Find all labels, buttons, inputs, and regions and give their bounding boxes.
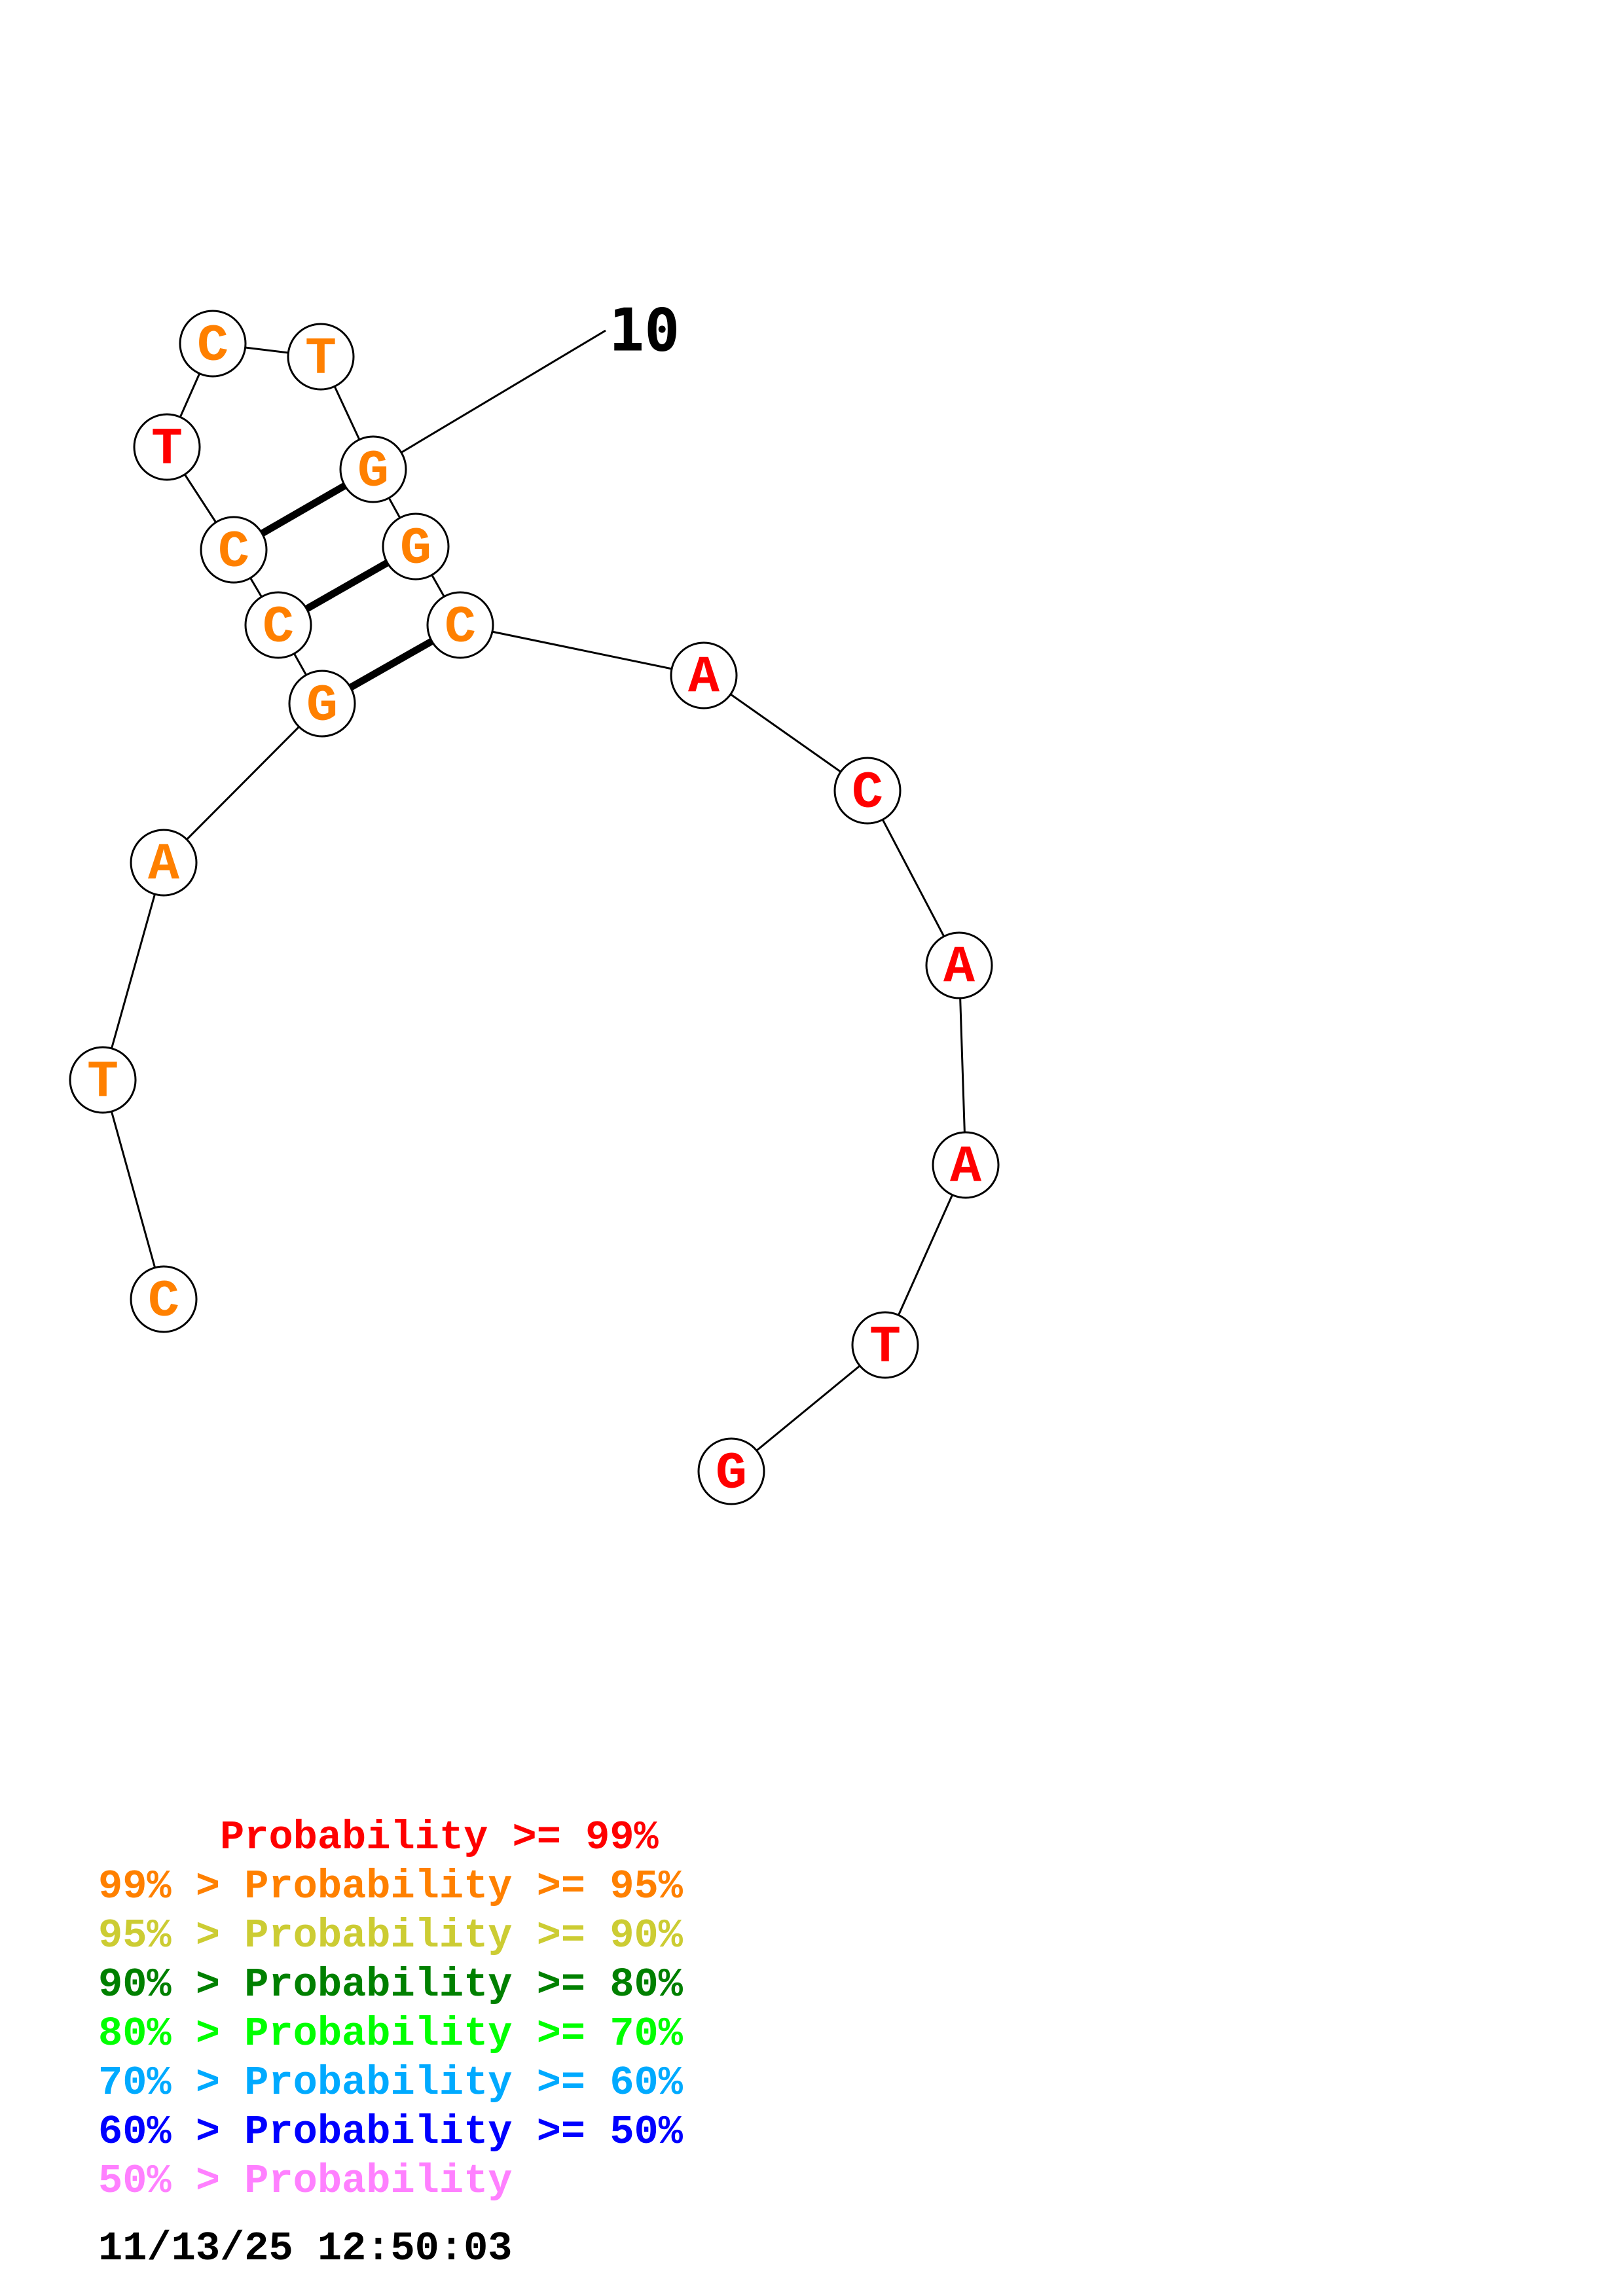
nucleotide-node: T [133, 413, 201, 481]
timestamp: 11/13/25 12:50:03 [98, 2225, 513, 2272]
nucleotide-circle [130, 1265, 198, 1333]
nucleotide-letter: T [869, 1318, 901, 1378]
nucleotide-node: T [851, 1311, 919, 1379]
nucleotide-node: A [925, 931, 993, 999]
nucleotide-letter: C [148, 1272, 179, 1332]
nucleotide-letter: G [306, 677, 338, 736]
nucleotide-circle [932, 1131, 1000, 1199]
nucleotide-node: C [200, 516, 268, 584]
numbering-layer: 10 [373, 296, 680, 471]
nucleotide-node: A [670, 641, 738, 709]
nucleotide-circle [244, 591, 312, 659]
nucleotide-letter: G [357, 442, 389, 502]
nucleotide-node: C [833, 757, 902, 825]
nucleotide-letter: T [151, 420, 183, 480]
nucleotide-node: T [69, 1046, 137, 1114]
nucleotide-letter: A [688, 649, 720, 708]
nucleotide-node: C [130, 1265, 198, 1333]
nucleotide-node: C [179, 310, 247, 378]
nucleotide-letter: T [87, 1053, 119, 1113]
legend-entry: Probability >= 99% [98, 1814, 659, 1861]
legend-entry: 99% > Probability >= 95% [98, 1863, 683, 1910]
legend-entry: 95% > Probability >= 90% [98, 1912, 683, 1959]
probability-legend: Probability >= 99% 99% > Probability >= 9… [98, 1813, 683, 2206]
nucleotide-node: C [426, 591, 494, 659]
nucleotide-letter: C [263, 598, 294, 658]
nucleotide-letter: G [716, 1444, 747, 1504]
nucleotide-letter: A [943, 939, 976, 998]
nucleotide-circle [288, 670, 356, 738]
backbone-segment [460, 624, 704, 677]
nucleotide-letter: C [852, 764, 883, 823]
backbone-segment [101, 1079, 165, 1300]
nucleotide-circle [697, 1437, 765, 1505]
nucleotide-node: A [130, 829, 198, 897]
legend-entry: 80% > Probability >= 70% [98, 2011, 683, 2057]
nucleotide-node: G [382, 512, 450, 581]
base-pair-layer [232, 466, 462, 707]
legend-entry: 70% > Probability >= 60% [98, 2060, 683, 2106]
nucleotide-circle [69, 1046, 137, 1114]
nucleotide-letter: A [148, 836, 180, 895]
backbone-layer [101, 342, 967, 1473]
nucleotide-circle [670, 641, 738, 709]
legend-entry: 90% > Probability >= 80% [98, 1962, 683, 2008]
nucleotide-node: C [244, 591, 312, 659]
nucleotide-node: A [932, 1131, 1000, 1199]
nucleotide-circle [179, 310, 247, 378]
numbering-leader-line [373, 329, 606, 471]
nucleotide-circle [339, 435, 407, 503]
nucleotide-letter: G [400, 520, 431, 579]
nucleotide-letter: C [445, 598, 476, 658]
backbone-segment [101, 862, 165, 1081]
nucleotide-letter: C [218, 523, 249, 583]
nucleotide-circle [382, 512, 450, 581]
nucleotide-circle [851, 1311, 919, 1379]
nucleotide-circle [130, 829, 198, 897]
nucleotide-circle [287, 323, 355, 391]
nucleotide-letter: C [197, 317, 228, 376]
backbone-segment [162, 702, 323, 864]
nucleotide-circle [925, 931, 993, 999]
nucleotide-letter: T [305, 330, 337, 389]
position-number-label: 10 [609, 296, 680, 365]
nucleotide-node: G [288, 670, 356, 738]
nucleotide-node: T [287, 323, 355, 391]
legend-entry: 50% > Probability [98, 2158, 513, 2204]
nucleotide-node: G [339, 435, 407, 503]
nucleotide-node: G [697, 1437, 765, 1505]
nucleotide-circle [133, 413, 201, 481]
legend-entry: 60% > Probability >= 50% [98, 2109, 683, 2155]
nucleotide-circle [833, 757, 902, 825]
nucleotide-circle [200, 516, 268, 584]
nucleotide-circle [426, 591, 494, 659]
nucleotide-letter: A [950, 1138, 982, 1198]
